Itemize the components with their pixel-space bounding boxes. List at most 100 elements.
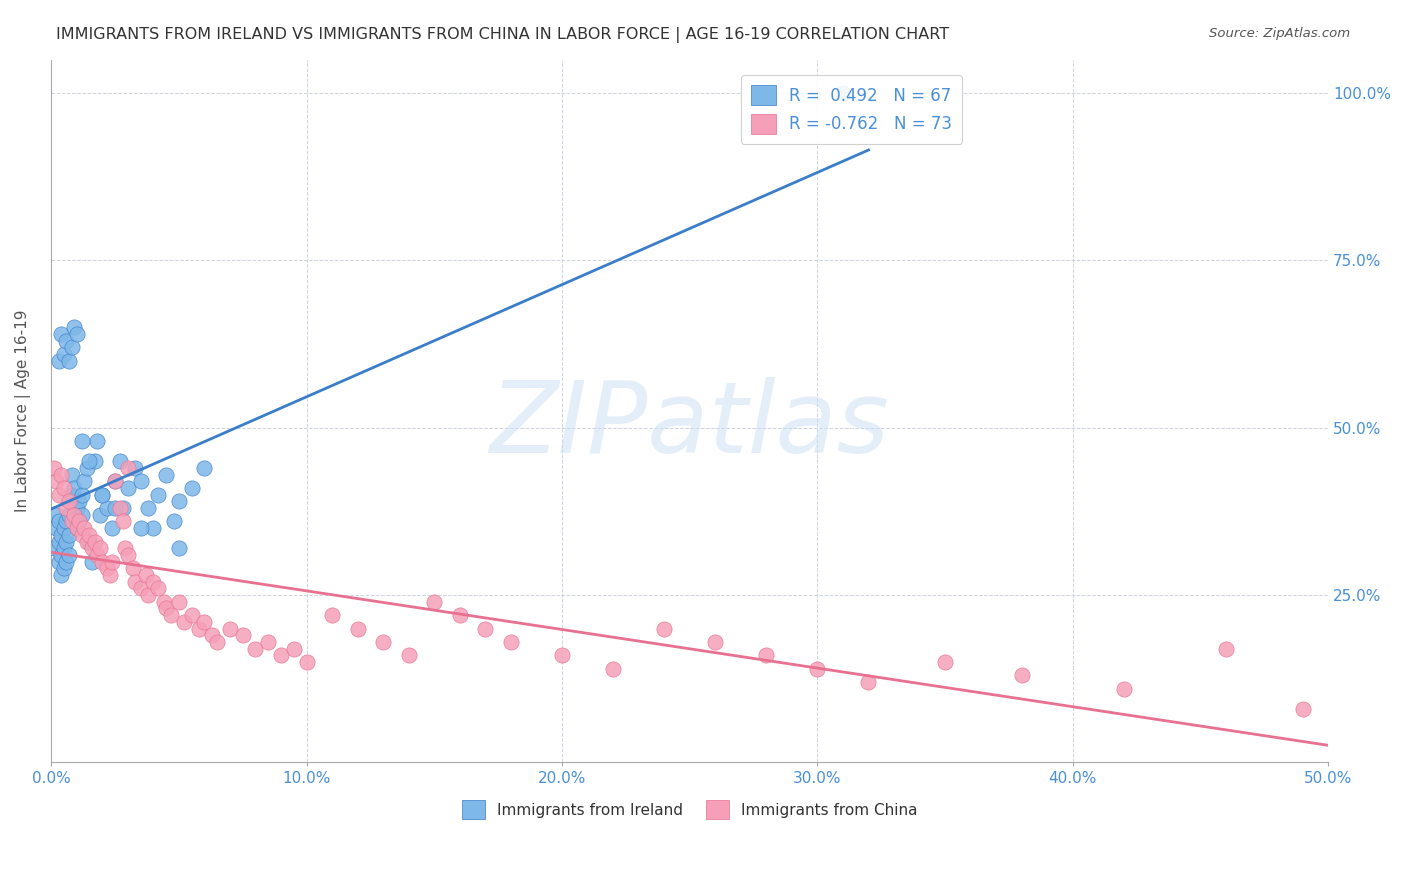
Point [114, 541, 136, 556]
Point [101, 555, 124, 569]
Point [52, 541, 75, 556]
Point [58, 508, 80, 522]
Point [83, 534, 105, 549]
Point [858, 675, 880, 690]
Point [79, 534, 101, 549]
Point [91, 555, 114, 569]
Point [55, 534, 77, 549]
Text: Source: ZipAtlas.com: Source: ZipAtlas.com [1209, 27, 1350, 40]
Point [148, 488, 170, 502]
Point [80, 555, 103, 569]
Point [55, 555, 77, 569]
Point [52, 561, 75, 575]
Point [831, 86, 853, 100]
Point [108, 501, 131, 516]
Point [219, 622, 242, 636]
Point [98, 568, 121, 582]
Point [117, 461, 139, 475]
Point [108, 454, 131, 468]
Point [45, 508, 67, 522]
Point [45, 475, 67, 489]
Point [201, 628, 224, 642]
Point [48, 534, 70, 549]
Point [52, 521, 75, 535]
Point [51, 548, 73, 562]
Point [152, 595, 174, 609]
Point [67, 515, 90, 529]
Point [602, 662, 624, 676]
Point [155, 601, 177, 615]
Point [1011, 668, 1033, 682]
Point [173, 615, 195, 629]
Point [124, 574, 146, 589]
Point [60, 467, 83, 482]
Point [89, 541, 111, 556]
Point [63, 481, 86, 495]
Point [160, 608, 183, 623]
Point [51, 467, 73, 482]
Point [60, 515, 83, 529]
Legend: Immigrants from Ireland, Immigrants from China: Immigrants from Ireland, Immigrants from… [456, 794, 924, 825]
Point [86, 434, 108, 449]
Point [148, 582, 170, 596]
Point [73, 475, 96, 489]
Point [76, 461, 98, 475]
Point [79, 528, 101, 542]
Point [96, 501, 118, 516]
Point [58, 548, 80, 562]
Point [67, 494, 90, 508]
Text: ZIPatlas: ZIPatlas [489, 376, 890, 474]
Point [117, 548, 139, 562]
Point [86, 548, 108, 562]
Point [373, 635, 395, 649]
Point [142, 574, 165, 589]
Point [52, 347, 75, 361]
Point [66, 521, 89, 535]
Point [283, 641, 305, 656]
Text: IMMIGRANTS FROM IRELAND VS IMMIGRANTS FROM CHINA IN LABOR FORCE | AGE 16-19 CORR: IMMIGRANTS FROM IRELAND VS IMMIGRANTS FR… [56, 27, 949, 43]
Point [91, 488, 114, 502]
Point [755, 648, 778, 663]
Point [58, 528, 80, 542]
Point [48, 555, 70, 569]
Point [101, 521, 124, 535]
Point [551, 648, 574, 663]
Point [58, 494, 80, 508]
Point [66, 326, 89, 341]
Point [270, 648, 292, 663]
Point [58, 354, 80, 368]
Point [63, 320, 86, 334]
Point [51, 326, 73, 341]
Point [55, 501, 77, 516]
Point [117, 481, 139, 495]
Point [245, 641, 267, 656]
Point [104, 475, 127, 489]
Point [423, 595, 446, 609]
Point [121, 561, 143, 575]
Point [51, 528, 73, 542]
Point [83, 454, 105, 468]
Point [52, 481, 75, 495]
Point [48, 488, 70, 502]
Point [45, 521, 67, 535]
Point [474, 622, 496, 636]
Point [104, 501, 127, 516]
Point [91, 488, 114, 502]
Point [321, 608, 343, 623]
Point [934, 655, 956, 669]
Y-axis label: In Labor Force | Age 16-19: In Labor Force | Age 16-19 [15, 310, 31, 512]
Point [79, 454, 101, 468]
Point [135, 568, 157, 582]
Point [67, 515, 90, 529]
Point [60, 488, 83, 502]
Point [55, 515, 77, 529]
Point [96, 561, 118, 575]
Point [111, 515, 134, 529]
Point [48, 354, 70, 368]
Point [136, 501, 159, 516]
Point [70, 434, 93, 449]
Point [76, 534, 98, 549]
Point [193, 461, 215, 475]
Point [652, 622, 675, 636]
Point [42, 461, 65, 475]
